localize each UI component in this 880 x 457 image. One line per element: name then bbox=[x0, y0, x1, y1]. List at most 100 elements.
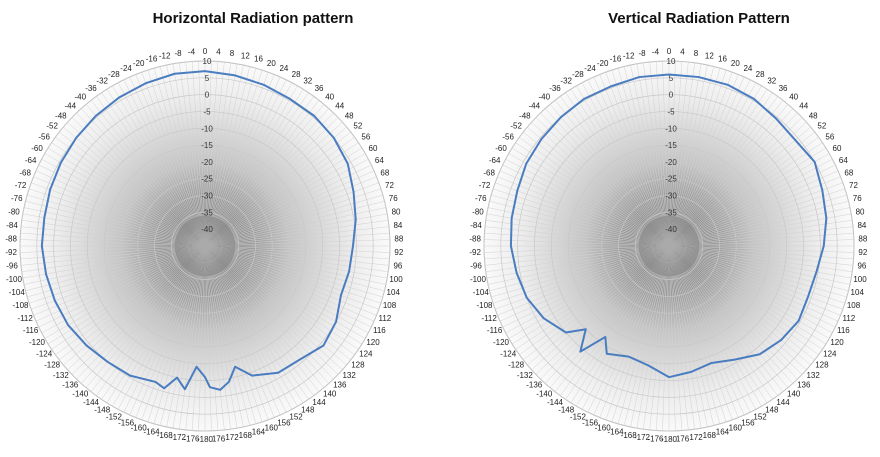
spoke-gridline bbox=[668, 182, 843, 247]
spoke-gridline bbox=[617, 245, 670, 424]
spoke-gridline bbox=[668, 245, 843, 310]
spoke-gridline bbox=[668, 117, 803, 247]
angle-tick-label: -44 bbox=[64, 102, 76, 111]
angle-tick-label: 16 bbox=[254, 55, 263, 64]
spoke-gridline bbox=[112, 245, 206, 407]
spoke-gridline bbox=[515, 142, 670, 247]
spoke-gridline bbox=[668, 96, 778, 247]
ring-gridline bbox=[651, 228, 687, 264]
angle-tick-label: -112 bbox=[17, 314, 33, 323]
spoke-gridline bbox=[63, 126, 206, 247]
spoke-gridline bbox=[47, 147, 206, 247]
spoke-gridline bbox=[204, 245, 388, 279]
spoke-gridline bbox=[668, 245, 784, 392]
ring-gridline bbox=[103, 144, 307, 348]
spoke-gridline bbox=[90, 245, 206, 392]
spoke-gridline bbox=[204, 245, 231, 430]
angle-tick-label: -144 bbox=[83, 398, 100, 407]
spoke-gridline bbox=[204, 117, 339, 247]
spoke-gridline bbox=[204, 66, 251, 247]
spoke-gridline bbox=[668, 137, 819, 247]
angle-tick-label: 4 bbox=[216, 48, 221, 57]
angle-tick-label: 20 bbox=[267, 59, 276, 68]
spoke-gridline bbox=[204, 245, 383, 298]
spoke-gridline bbox=[41, 245, 206, 334]
spoke-gridline bbox=[668, 126, 811, 247]
spoke-gridline bbox=[636, 63, 670, 247]
spoke-gridline bbox=[204, 96, 314, 247]
spoke-gridline bbox=[33, 245, 206, 316]
angle-tick-label: -16 bbox=[610, 55, 622, 64]
angle-tick-label: 84 bbox=[393, 221, 402, 230]
spoke-gridline bbox=[27, 245, 206, 298]
angle-tick-label: -20 bbox=[133, 59, 145, 68]
angle-tick-label: 132 bbox=[806, 371, 820, 380]
angle-tick-label: 176 bbox=[676, 435, 690, 444]
spoke-gridline bbox=[22, 213, 206, 247]
angle-tick-label: -100 bbox=[6, 275, 23, 284]
spoke-gridline bbox=[117, 245, 206, 410]
ring-gridline bbox=[584, 161, 754, 331]
spoke-gridline bbox=[96, 96, 206, 247]
spoke-gridline bbox=[204, 61, 212, 247]
spoke-gridline bbox=[204, 245, 251, 426]
angle-tick-label: -128 bbox=[44, 361, 61, 370]
angle-tick-label: 48 bbox=[809, 111, 818, 120]
spoke-gridline bbox=[204, 245, 257, 424]
spoke-gridline bbox=[668, 82, 757, 247]
spoke-gridline bbox=[611, 245, 670, 423]
angle-tick-label: -60 bbox=[31, 144, 43, 153]
angle-tick-label: 124 bbox=[359, 350, 373, 359]
angle-tick-label: -168 bbox=[157, 431, 174, 440]
angle-tick-label: -84 bbox=[470, 221, 482, 230]
angle-tick-label: -8 bbox=[174, 49, 182, 58]
spoke-gridline bbox=[668, 245, 733, 420]
spoke-gridline bbox=[668, 239, 854, 247]
ring-gridline bbox=[601, 178, 737, 314]
angle-tick-label: -72 bbox=[479, 181, 491, 190]
spoke-gridline bbox=[523, 131, 670, 247]
spoke-gridline bbox=[25, 200, 206, 247]
angle-tick-label: -100 bbox=[470, 275, 487, 284]
spoke-gridline bbox=[540, 112, 670, 247]
angle-tick-label: -36 bbox=[85, 84, 97, 93]
angle-tick-label: 68 bbox=[844, 168, 853, 177]
spoke-gridline bbox=[204, 245, 314, 396]
spoke-gridline bbox=[527, 245, 670, 366]
spoke-gridline bbox=[535, 117, 670, 247]
spoke-gridline bbox=[147, 69, 206, 247]
radial-tick-label: 10 bbox=[667, 57, 676, 66]
spoke-gridline bbox=[204, 158, 369, 247]
spoke-gridline bbox=[106, 245, 206, 404]
spoke-gridline bbox=[90, 100, 206, 247]
spoke-gridline bbox=[204, 245, 389, 272]
spoke-gridline bbox=[101, 92, 206, 247]
spoke-gridline bbox=[495, 182, 670, 247]
spoke-gridline bbox=[20, 239, 206, 247]
angle-tick-label: -48 bbox=[519, 111, 531, 120]
angle-tick-label: 144 bbox=[312, 398, 326, 407]
spoke-gridline bbox=[204, 74, 275, 247]
spoke-gridline bbox=[198, 245, 206, 431]
angle-tick-label: -16 bbox=[146, 55, 158, 64]
angle-tick-label: -120 bbox=[493, 338, 510, 347]
spoke-gridline bbox=[668, 207, 851, 247]
spoke-gridline bbox=[81, 245, 206, 384]
spoke-gridline bbox=[204, 245, 329, 384]
spoke-gridline bbox=[668, 245, 793, 384]
spoke-gridline bbox=[605, 72, 670, 247]
spoke-gridline bbox=[662, 61, 670, 247]
spoke-gridline bbox=[159, 66, 206, 247]
angle-tick-label: -8 bbox=[638, 49, 646, 58]
ring-gridline bbox=[618, 195, 720, 297]
spoke-gridline bbox=[519, 245, 670, 355]
spoke-gridline bbox=[204, 245, 366, 339]
chart-title-horizontal: Horizontal Radiation pattern bbox=[152, 10, 354, 27]
spoke-gridline bbox=[129, 245, 206, 416]
spoke-gridline bbox=[204, 61, 219, 247]
spoke-gridline bbox=[668, 245, 702, 429]
angle-tick-label: -68 bbox=[483, 168, 495, 177]
spoke-gridline bbox=[617, 68, 670, 247]
angle-tick-label: 160 bbox=[729, 423, 743, 432]
angle-tick-label: -172 bbox=[634, 433, 651, 442]
